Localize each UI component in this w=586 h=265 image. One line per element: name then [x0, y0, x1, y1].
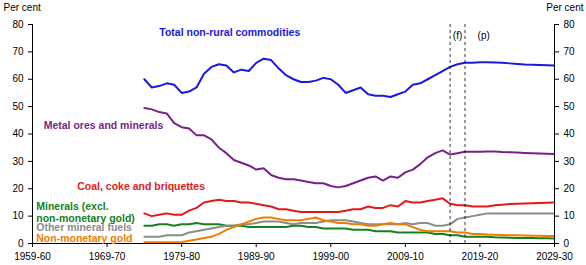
svg-text:1979-80: 1979-80 — [163, 251, 200, 262]
svg-text:50: 50 — [12, 101, 24, 112]
svg-text:0: 0 — [564, 238, 570, 249]
svg-text:Total non-rural commodities: Total non-rural commodities — [159, 26, 300, 38]
svg-text:60: 60 — [12, 73, 24, 84]
svg-text:2019-20: 2019-20 — [462, 251, 499, 262]
svg-text:50: 50 — [564, 101, 576, 112]
svg-text:80: 80 — [12, 19, 24, 30]
svg-text:Metal ores and minerals: Metal ores and minerals — [44, 119, 164, 131]
svg-text:Per cent: Per cent — [4, 2, 41, 13]
svg-text:80: 80 — [564, 19, 576, 30]
svg-text:30: 30 — [564, 156, 576, 167]
svg-text:Per cent: Per cent — [546, 2, 583, 13]
svg-text:60: 60 — [564, 73, 576, 84]
svg-text:1969-70: 1969-70 — [89, 251, 126, 262]
svg-text:1989-90: 1989-90 — [238, 251, 275, 262]
svg-text:20: 20 — [564, 183, 576, 194]
svg-text:1959-60: 1959-60 — [14, 251, 51, 262]
svg-text:70: 70 — [12, 46, 24, 57]
svg-text:10: 10 — [564, 210, 576, 221]
svg-text:Other mineral fuels: Other mineral fuels — [36, 221, 132, 234]
svg-text:2029-30: 2029-30 — [536, 251, 573, 262]
svg-text:70: 70 — [564, 46, 576, 57]
svg-text:10: 10 — [12, 210, 24, 221]
svg-text:Minerals (excl.non-monetary go: Minerals (excl.non-monetary gold) — [36, 200, 135, 224]
svg-text:Non-monetary gold: Non-monetary gold — [36, 232, 132, 244]
svg-text:40: 40 — [12, 128, 24, 139]
svg-text:Coal, coke and briquettes: Coal, coke and briquettes — [77, 180, 205, 192]
svg-text:20: 20 — [12, 183, 24, 194]
svg-text:30: 30 — [12, 156, 24, 167]
svg-text:2009-10: 2009-10 — [387, 251, 424, 262]
svg-text:40: 40 — [564, 128, 576, 139]
svg-text:1999-00: 1999-00 — [312, 251, 349, 262]
svg-text:0: 0 — [18, 238, 24, 249]
svg-text:(f): (f) — [453, 30, 462, 41]
svg-text:(p): (p) — [478, 30, 490, 41]
